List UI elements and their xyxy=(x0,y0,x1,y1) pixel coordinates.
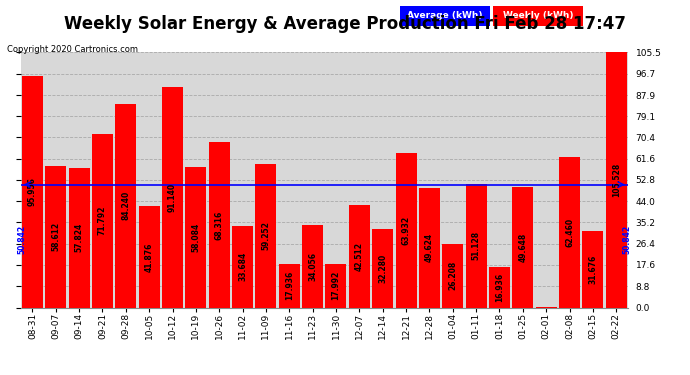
Bar xyxy=(186,167,206,308)
Bar xyxy=(606,53,627,308)
Text: 68.316: 68.316 xyxy=(215,210,224,240)
Text: 58.084: 58.084 xyxy=(191,223,200,252)
Text: 71.792: 71.792 xyxy=(98,206,107,236)
Bar xyxy=(559,156,580,308)
Bar xyxy=(512,188,533,308)
Text: 50.842: 50.842 xyxy=(17,225,26,255)
Text: 62.460: 62.460 xyxy=(565,217,574,247)
Bar xyxy=(232,226,253,308)
Text: 31.676: 31.676 xyxy=(589,255,598,284)
Text: 32.280: 32.280 xyxy=(378,254,387,283)
Bar xyxy=(68,168,90,308)
Text: 91.140: 91.140 xyxy=(168,183,177,212)
Bar xyxy=(372,230,393,308)
Text: 51.128: 51.128 xyxy=(471,231,481,260)
Text: 42.512: 42.512 xyxy=(355,242,364,271)
Text: 57.824: 57.824 xyxy=(75,223,83,252)
Text: 17.992: 17.992 xyxy=(331,271,340,300)
Bar xyxy=(92,134,113,308)
Text: 26.208: 26.208 xyxy=(448,261,457,291)
Bar xyxy=(302,225,323,308)
Bar xyxy=(326,264,346,308)
Text: 49.648: 49.648 xyxy=(518,233,527,262)
Text: 16.936: 16.936 xyxy=(495,273,504,302)
Text: 95.956: 95.956 xyxy=(28,177,37,206)
Text: Weekly (kWh): Weekly (kWh) xyxy=(503,12,573,20)
Bar xyxy=(255,164,277,308)
Bar xyxy=(395,153,417,308)
Text: 17.936: 17.936 xyxy=(285,271,294,300)
Text: 33.684: 33.684 xyxy=(238,252,247,281)
Bar xyxy=(442,244,463,308)
Text: 63.932: 63.932 xyxy=(402,216,411,245)
Text: 84.240: 84.240 xyxy=(121,191,130,220)
Bar xyxy=(208,142,230,308)
Bar xyxy=(489,267,510,308)
Bar xyxy=(139,206,159,308)
Text: 49.624: 49.624 xyxy=(425,233,434,262)
Text: 50.842: 50.842 xyxy=(622,225,631,255)
Bar xyxy=(22,76,43,307)
Bar xyxy=(349,205,370,308)
Bar xyxy=(279,264,299,308)
Bar xyxy=(162,87,183,308)
Bar xyxy=(582,231,603,308)
Text: Average (kWh): Average (kWh) xyxy=(407,12,483,20)
Text: 105.528: 105.528 xyxy=(612,163,621,197)
Text: 41.876: 41.876 xyxy=(145,242,154,272)
Bar xyxy=(466,184,486,308)
Bar xyxy=(46,166,66,308)
Text: Weekly Solar Energy & Average Production Fri Feb 28 17:47: Weekly Solar Energy & Average Production… xyxy=(64,15,626,33)
Bar xyxy=(419,188,440,308)
Text: 58.612: 58.612 xyxy=(51,222,60,251)
Text: 34.056: 34.056 xyxy=(308,252,317,281)
Bar xyxy=(115,104,137,308)
Text: Copyright 2020 Cartronics.com: Copyright 2020 Cartronics.com xyxy=(7,45,138,54)
Text: 59.252: 59.252 xyxy=(262,222,270,251)
